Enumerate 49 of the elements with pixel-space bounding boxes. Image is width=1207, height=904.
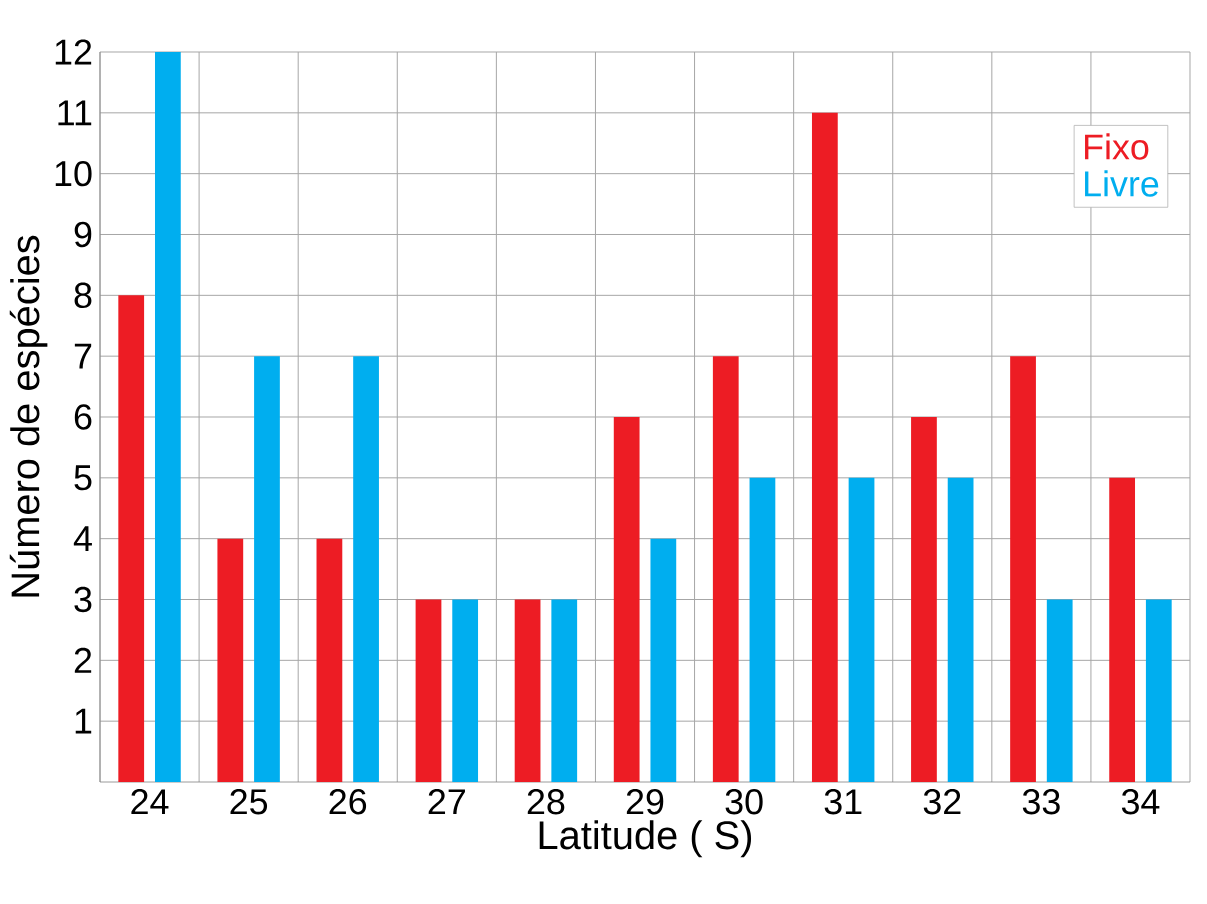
x-tick-label: 32 [923, 789, 961, 815]
bar [848, 477, 875, 782]
y-tick-label: 5 [74, 465, 92, 491]
bar [118, 295, 145, 782]
bar [911, 416, 937, 782]
bar [316, 538, 343, 782]
bar [254, 356, 280, 782]
x-tick-label: 24 [131, 789, 169, 815]
text: Livre [1085, 170, 1159, 197]
y-tick-label: 11 [58, 100, 92, 126]
bar [353, 356, 379, 782]
bar [1010, 356, 1036, 782]
bar [551, 599, 578, 782]
y-tick-label: 10 [55, 160, 92, 187]
y-tick-label: 6 [74, 404, 92, 430]
y-tick-label: 9 [74, 221, 92, 248]
y-tick-label: 2 [74, 647, 92, 673]
x-tick-label: 34 [1121, 789, 1160, 815]
x-tick-label: 26 [329, 789, 367, 815]
x-axis-title: Latitude ( S) [539, 820, 752, 858]
y-tick-label: 3 [74, 586, 92, 613]
x-tick-label: 27 [428, 789, 465, 815]
y-tick-label: 8 [74, 282, 92, 309]
y-axis-title: Número de espécies [9, 235, 48, 597]
bar [1109, 477, 1136, 782]
x-tick-label: 25 [230, 789, 268, 815]
x-tick-label: 28 [527, 789, 565, 815]
bar [811, 112, 838, 782]
bar [749, 477, 776, 782]
bar [947, 477, 974, 782]
x-tick-label: 31 [824, 789, 862, 815]
y-tick-label: 7 [74, 343, 92, 369]
text: Fixo [1085, 133, 1149, 160]
y-tick-label: 12 [55, 39, 92, 65]
bar [217, 538, 244, 782]
bar [613, 416, 640, 782]
y-tick-label: 4 [73, 526, 92, 551]
bar [514, 599, 541, 782]
bar [1145, 599, 1172, 782]
y-tick-label: 1 [75, 708, 92, 734]
bar [712, 356, 739, 782]
bar [1046, 599, 1073, 782]
x-tick-label: 29 [626, 789, 664, 815]
x-tick-label: 33 [1022, 789, 1060, 815]
bar [650, 538, 677, 782]
x-tick-label: 30 [725, 789, 763, 815]
bar [415, 599, 442, 782]
bar [452, 599, 479, 782]
bar [154, 51, 181, 782]
